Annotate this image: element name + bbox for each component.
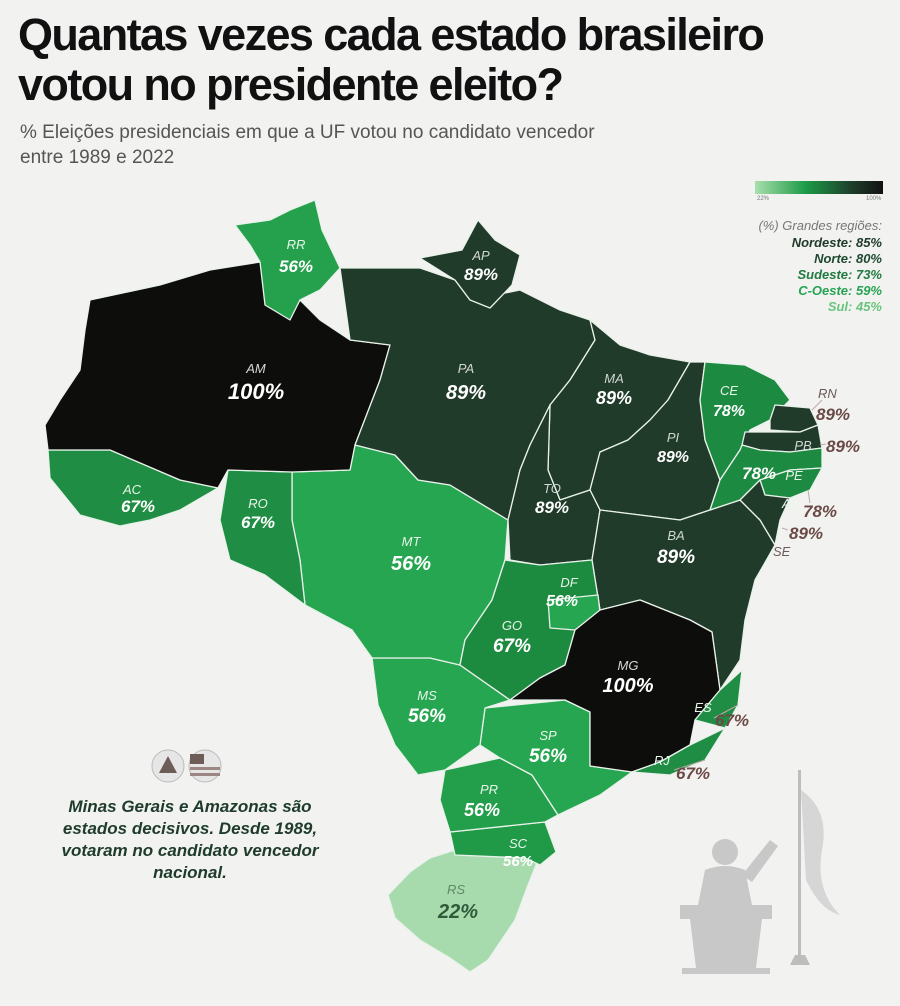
state-rj [631,727,726,776]
state-ac-name: AC [122,482,142,497]
state-ma-value: 89% [596,388,632,408]
state-ms-value: 56% [408,706,446,727]
state-ce [699,361,791,481]
state-ap-name: AP [471,248,490,263]
state-al-name: AL [781,496,798,511]
state-pr-name: PR [480,782,498,797]
state-es [694,669,743,729]
pb-pointer-line [819,443,827,446]
state-rj-name: RJ [654,753,670,768]
state-se-name: SE [773,544,791,559]
state-pb-value: 89% [826,437,860,456]
es-pointer-line [713,704,739,719]
state-ro [219,469,306,606]
state-rr-name: RR [287,237,306,252]
state-ce-value: 78% [713,403,745,420]
state-df-value: 56% [546,593,578,610]
state-pi-value: 89% [657,449,689,466]
state-go-name: GO [502,618,522,633]
state-ac-value: 67% [121,497,155,516]
state-ba-name: BA [667,528,684,543]
state-ro-name: RO [248,496,268,511]
state-df-name: DF [560,575,578,590]
state-ce-name: CE [720,383,738,398]
state-ap-value: 89% [464,265,498,284]
mg-flag-icon [151,749,185,783]
state-pe-name: PE [785,468,803,483]
al-pointer-line [807,489,811,504]
state-rs-value: 22% [437,901,478,923]
state-pa-name: PA [458,361,474,376]
color-scale-bar [755,181,883,194]
state-ap [419,219,521,309]
state-am-value: 100% [228,379,284,404]
state-go-value: 67% [493,636,531,657]
state-am-name: AM [245,361,266,376]
scale-min-label: 22% [757,196,770,202]
state-mt-value: 56% [391,553,431,575]
state-to-name: TO [543,481,561,496]
footnote: Minas Gerais e Amazonas são estados deci… [61,797,319,882]
state-se [739,479,791,546]
speaker-podium-illustration [680,770,840,974]
state-es-name: ES [694,700,712,715]
region-centro-oeste: C-Oeste: 59% [798,283,882,298]
rn-pointer-line [811,399,823,411]
state-mg-value: 100% [602,675,653,697]
state-sc-name: SC [509,836,528,851]
page-subtitle: % Eleições presidenciais em que a UF vot… [20,122,595,168]
state-pi-name: PI [667,430,680,445]
state-pe-value: 78% [742,464,776,483]
scale-max-label: 100% [866,196,882,202]
state-ms-name: MS [417,688,437,703]
state-rs-name: RS [447,882,465,897]
state-rn-name: RN [818,386,837,401]
state-rr [234,199,341,321]
state-ma-name: MA [604,371,624,386]
state-rs [387,849,541,973]
state-pb-name: PB [794,438,812,453]
state-mg-name: MG [618,658,639,673]
region-nordeste: Nordeste: 85% [791,235,882,250]
state-ba-value: 89% [657,547,695,568]
state-al-value: 78% [803,502,837,521]
state-pr-value: 56% [464,800,500,820]
am-flag-icon [188,749,222,783]
regions-title: (%) Grandes regiões: [758,218,882,233]
state-es-value: 67% [715,711,749,730]
state-pa-value: 89% [446,382,486,404]
state-se-value: 89% [789,524,823,543]
page-title: Quantas vezes cada estado brasileiro vot… [18,9,765,110]
region-norte: Norte: 80% [814,251,882,266]
rj-pointer-line [673,759,706,771]
state-sp-name: SP [539,728,557,743]
state-to-value: 89% [535,498,569,517]
se-pointer-line [781,527,789,531]
region-sul: Sul: 45% [827,299,882,314]
state-flags [151,749,222,783]
state-ro-value: 67% [241,513,275,532]
state-rn-value: 89% [816,405,850,424]
state-rj-value: 67% [676,764,710,783]
regions-summary: (%) Grandes regiões: Nordeste: 85% Norte… [758,218,882,315]
state-mt-name: MT [402,534,422,549]
region-sudeste: Sudeste: 73% [797,267,882,282]
state-sp-value: 56% [529,746,567,767]
state-sc-value: 56% [503,853,533,870]
state-rr-value: 56% [279,257,313,276]
